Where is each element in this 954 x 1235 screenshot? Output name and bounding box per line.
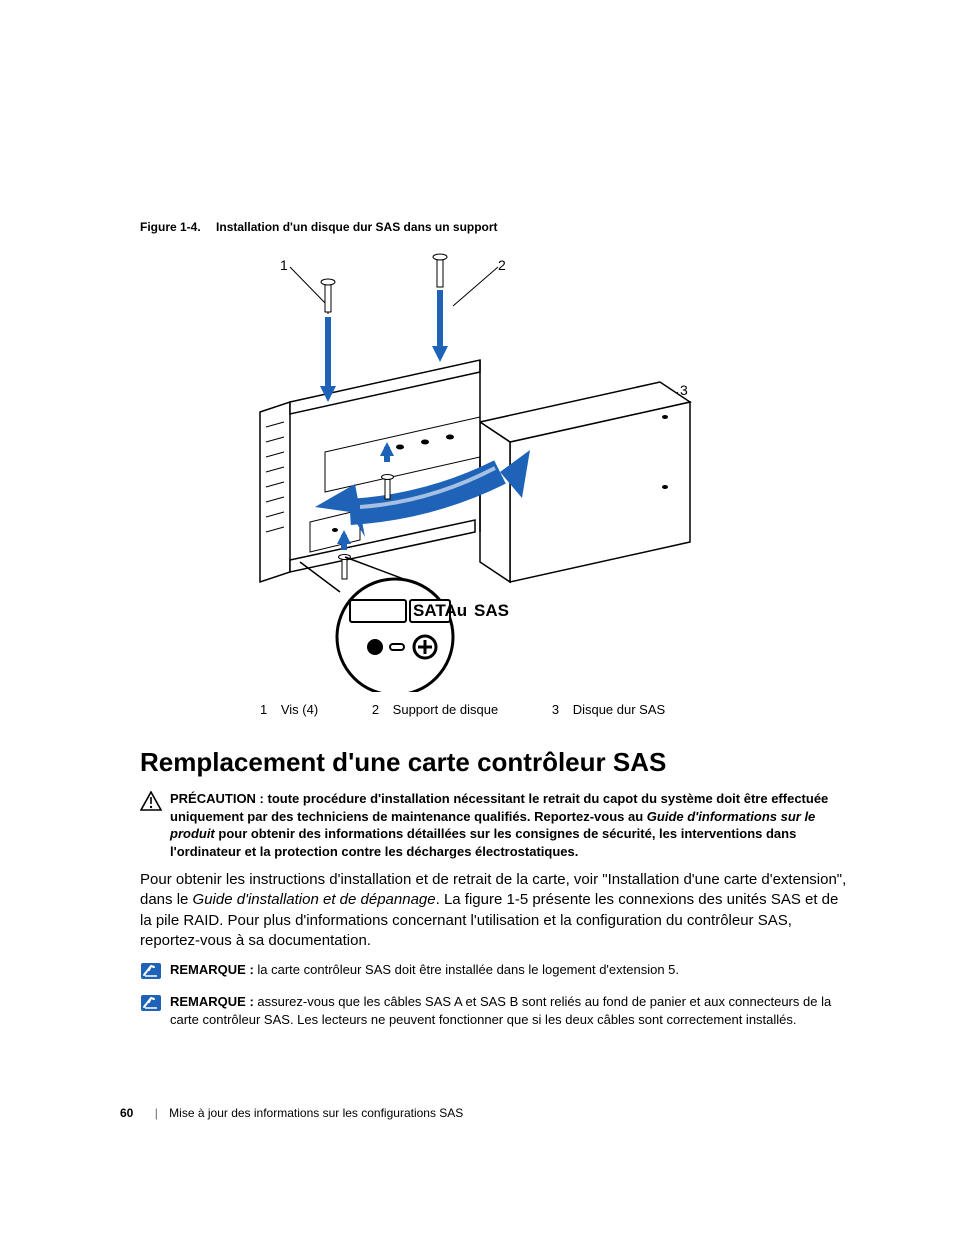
note-block-1: REMARQUE : la carte contrôleur SAS doit … (140, 961, 854, 985)
page-footer: 60 | Mise à jour des informations sur le… (120, 1106, 463, 1120)
legend-num-2: 2 (372, 702, 379, 717)
legend-text-3: Disque dur SAS (573, 702, 666, 717)
note-icon (140, 994, 162, 1017)
detail-satau: SATAu (413, 601, 467, 621)
carrier-shape (260, 360, 480, 582)
figure-title: Installation d'un disque dur SAS dans un… (216, 220, 498, 234)
diagram-svg (200, 252, 760, 692)
page: Figure 1-4. Installation d'un disque dur… (0, 0, 954, 1235)
callout-3: 3 (680, 382, 688, 398)
legend-num-1: 1 (260, 702, 267, 717)
figure-caption: Figure 1-4. Installation d'un disque dur… (140, 220, 854, 234)
note-block-2: REMARQUE : assurez-vous que les câbles S… (140, 993, 854, 1028)
figure-label: Figure 1-4. (140, 220, 201, 234)
footer-separator: | (155, 1106, 158, 1120)
detail-sas: SAS (474, 601, 509, 621)
figure-legend: 1 Vis (4) 2 Support de disque 3 Disque d… (260, 702, 854, 717)
figure-diagram: 1 2 3 (200, 252, 760, 692)
callout-2: 2 (498, 257, 506, 273)
body-emph: Guide d'installation et de dépannage (193, 891, 436, 908)
body-paragraph: Pour obtenir les instructions d'installa… (140, 870, 854, 951)
callout-1: 1 (280, 257, 288, 273)
legend-text-2: Support de disque (393, 702, 499, 717)
note-icon (140, 962, 162, 985)
note-text-2: REMARQUE : assurez-vous que les câbles S… (170, 993, 854, 1028)
section-heading: Remplacement d'une carte contrôleur SAS (140, 747, 854, 778)
note2-text: assurez-vous que les câbles SAS A et SAS… (170, 994, 831, 1027)
caution-text: PRÉCAUTION : toute procédure d'installat… (170, 790, 854, 860)
note2-lead: REMARQUE : (170, 994, 257, 1009)
note-text-1: REMARQUE : la carte contrôleur SAS doit … (170, 961, 679, 979)
caution-block: PRÉCAUTION : toute procédure d'installat… (140, 790, 854, 860)
page-number: 60 (120, 1106, 133, 1120)
legend-text-1: Vis (4) (281, 702, 318, 717)
note1-text: la carte contrôleur SAS doit être instal… (257, 962, 679, 977)
note1-lead: REMARQUE : (170, 962, 257, 977)
detail-circle (300, 557, 453, 692)
caution-icon (140, 791, 162, 816)
caution-lead: PRÉCAUTION : (170, 791, 268, 806)
caution-part2: pour obtenir des informations détaillées… (170, 826, 796, 859)
legend-num-3: 3 (552, 702, 559, 717)
footer-section: Mise à jour des informations sur les con… (169, 1106, 463, 1120)
